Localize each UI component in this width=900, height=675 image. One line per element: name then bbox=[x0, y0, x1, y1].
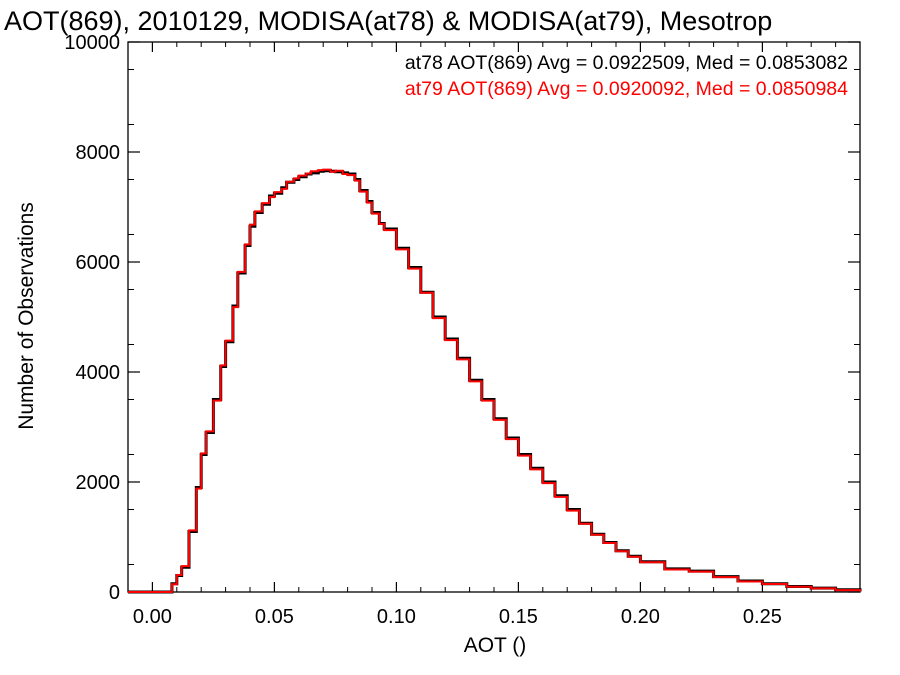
plot-border bbox=[127, 41, 861, 593]
y-axis-ticks: 0 2000 4000 6000 8000 10000 bbox=[64, 32, 860, 604]
chart-title: AOT(869), 2010129, MODISA(at78) & MODISA… bbox=[4, 6, 772, 36]
x-tick-label: 0.10 bbox=[377, 606, 416, 628]
y-axis-label: Number of Observations bbox=[15, 202, 38, 430]
y-tick-label: 6000 bbox=[76, 252, 121, 274]
y-tick-label: 8000 bbox=[76, 142, 121, 164]
y-tick-label: 10000 bbox=[64, 32, 120, 54]
y-tick-label: 2000 bbox=[76, 472, 121, 494]
series-line-at78 bbox=[128, 169, 862, 594]
stats-annotation: at79 AOT(869) Avg = 0.0920092, Med = 0.0… bbox=[405, 78, 848, 100]
x-tick-label: 0.05 bbox=[255, 606, 294, 628]
x-tick-label: 0.20 bbox=[621, 606, 660, 628]
y-tick-label: 0 bbox=[109, 582, 120, 604]
x-axis-ticks: 0.00 0.05 0.10 0.15 0.20 0.25 bbox=[127, 42, 861, 628]
x-tick-label: 0.25 bbox=[743, 606, 782, 628]
x-axis-label: AOT () bbox=[464, 634, 527, 657]
annotations: at78 AOT(869) Avg = 0.0922509, Med = 0.0… bbox=[405, 52, 848, 100]
stats-annotation: at78 AOT(869) Avg = 0.0922509, Med = 0.0… bbox=[405, 52, 848, 74]
y-tick-label: 4000 bbox=[76, 362, 121, 384]
series-line-at79 bbox=[128, 168, 861, 593]
x-tick-label: 0.00 bbox=[133, 606, 172, 628]
series-layer bbox=[128, 168, 862, 594]
plot-frame bbox=[127, 41, 861, 593]
x-tick-label: 0.15 bbox=[499, 606, 538, 628]
